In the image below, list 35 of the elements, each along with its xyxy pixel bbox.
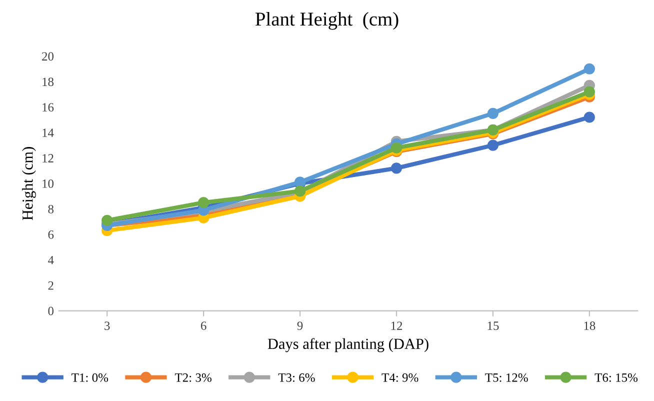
legend-label: T5: 12% [485, 373, 528, 382]
x-tick-label: 3 [104, 322, 110, 330]
y-tick-label: 8 [48, 204, 54, 214]
x-tick-label: 6 [200, 322, 206, 330]
point [390, 142, 402, 154]
y-tick-label: 12 [42, 154, 54, 162]
y-tick-label: 2 [48, 281, 54, 290]
x-tick-label: 9 [297, 322, 303, 330]
y-tick-label: 0 [48, 306, 54, 316]
point [487, 108, 499, 119]
y-tick-label: 18 [42, 78, 54, 86]
x-tick-label: 15 [488, 322, 499, 330]
legend-label: T3: 6% [278, 373, 315, 382]
legend-label: T1: 0% [72, 373, 108, 382]
y-tick-label: 20 [42, 52, 54, 61]
y-axis-title: Height (cm) [22, 147, 36, 220]
y-tick-label: 4 [48, 256, 54, 264]
legend-label: T6: 15% [594, 373, 638, 382]
point [487, 140, 499, 151]
chart-title: Plant Height (cm) [255, 12, 398, 30]
point [390, 162, 402, 174]
x-tick-label: 18 [584, 322, 596, 330]
point [102, 214, 113, 226]
x-axis-title: Days after planting (DAP) [268, 338, 428, 352]
legend-label: T2: 3% [174, 373, 212, 382]
point [584, 86, 595, 98]
point [584, 63, 595, 74]
y-tick-label: 16 [42, 103, 54, 112]
y-tick-label: 6 [48, 230, 54, 239]
point [584, 112, 595, 123]
point [198, 197, 210, 208]
legend-label: T4: 9% [382, 373, 418, 382]
y-tick-label: 10 [42, 179, 54, 188]
x-tick-label: 12 [391, 322, 402, 330]
y-tick-label: 14 [42, 128, 54, 137]
